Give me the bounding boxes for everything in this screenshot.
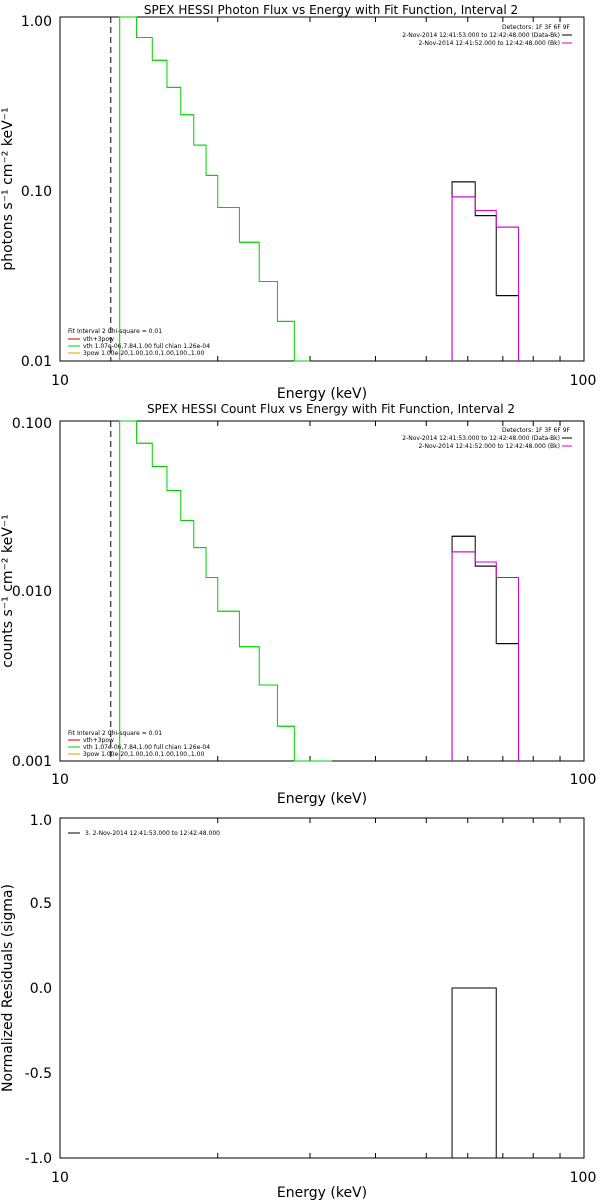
panel1-legend-left-1: Fit Interval 2 Chi-square = 0.01 — [68, 328, 162, 335]
panel3-ytick-5: 1.0 — [30, 813, 52, 829]
panel3-ytick-2: -0.5 — [25, 1066, 52, 1082]
series-0-line — [119, 420, 332, 762]
panel1-legend-right-2: 2-Nov-2014 12:41:53.000 to 12:42:48.000 … — [402, 32, 560, 39]
panel3-plot-frame — [59, 817, 585, 1159]
series-0-line — [119, 16, 311, 362]
panel2-legend-right-2: 2-Nov-2014 12:41:53.000 to 12:42:48.000 … — [402, 435, 560, 442]
panel3-xlabel: Energy (keV) — [277, 1185, 367, 1200]
series-2-line — [451, 551, 520, 761]
panel3-legend-left-1: 3. 2-Nov-2014 12:41:53.000 to 12:42:48.0… — [85, 830, 220, 837]
panel2-ytick-1: 0.001 — [12, 754, 52, 770]
panel3-ytick-3: 0.0 — [30, 981, 52, 997]
panel1-xtick-2: 100 — [570, 373, 597, 389]
panel2-legend-left-1: Fit Interval 2 Chi-square = 0.01 — [68, 730, 162, 737]
series-1-line — [451, 535, 520, 761]
panel3-marks — [217, 818, 561, 1158]
panel1-legend-right-1: Detectors: 1F 3F 6F 9F — [502, 24, 571, 31]
panel3-ylabel: Normalized Residuals (sigma) — [0, 884, 16, 1092]
panel2-ytick-3: 0.100 — [12, 416, 52, 432]
panel1-legend-left-3: vth 1.07e-06,7.84,1.00 full chian 1.26e-… — [83, 343, 210, 350]
series-1-line — [451, 181, 520, 361]
panel1-xtick-1: 10 — [51, 373, 69, 389]
panel2-legend-right-3: 2-Nov-2014 12:41:52.000 to 12:42:48.000 … — [418, 443, 560, 450]
panel1-ytick-2: 0.10 — [21, 184, 52, 200]
panel3-xtick-1: 10 — [51, 1170, 69, 1186]
series-2-line — [451, 196, 520, 361]
panel1-title: SPEX HESSI Photon Flux vs Energy with Fi… — [144, 3, 518, 17]
panel2-marks — [110, 420, 561, 762]
residual-series-line — [451, 987, 497, 1158]
panel3-ytick-4: 0.5 — [30, 896, 52, 912]
panel1-ylabel: photons s⁻¹ cm⁻² keV⁻¹ — [0, 107, 16, 270]
panel2-legend-left-3: vth 1.07e-06,7.84,1.00 full chian 1.26e-… — [83, 744, 210, 751]
panel2-legend-left-2: vth+3pow — [83, 737, 114, 744]
panel2-xtick-1: 10 — [51, 772, 69, 788]
panel2-plot-frame — [59, 420, 585, 762]
panel3-xtick-2: 100 — [570, 1170, 597, 1186]
panel1-legend-right-3: 2-Nov-2014 12:41:52.000 to 12:42:48.000 … — [418, 40, 560, 47]
panel1-ytick-3: 1.00 — [21, 14, 52, 30]
panel2-ytick-2: 0.010 — [12, 584, 52, 600]
panel2-legend-left-4: 3pow 1.00e-20,1.00,10.0,1.00,100.,1.00 — [83, 751, 204, 758]
panel1-ytick-1: 0.01 — [21, 354, 52, 370]
panel1-xlabel: Energy (keV) — [277, 386, 367, 402]
panel1-marks — [110, 16, 561, 362]
panel1-legend-left-4: 3pow 1.00e-20,1.00,10.0,1.00,100.,1.00 — [83, 350, 204, 357]
panel1-plot-frame — [59, 16, 585, 362]
panel3-ytick-1: -1.0 — [25, 1151, 52, 1167]
panel2-title: SPEX HESSI Count Flux vs Energy with Fit… — [147, 402, 515, 416]
panel1-legend-left-2: vth+3pow — [83, 336, 114, 343]
panel2-xlabel: Energy (keV) — [277, 791, 367, 807]
panel2-ylabel: counts s⁻¹ cm⁻² keV⁻¹ — [0, 514, 16, 668]
panel2-legend-right-1: Detectors: 1F 3F 6F 9F — [502, 427, 571, 434]
panel2-xtick-2: 100 — [570, 772, 597, 788]
